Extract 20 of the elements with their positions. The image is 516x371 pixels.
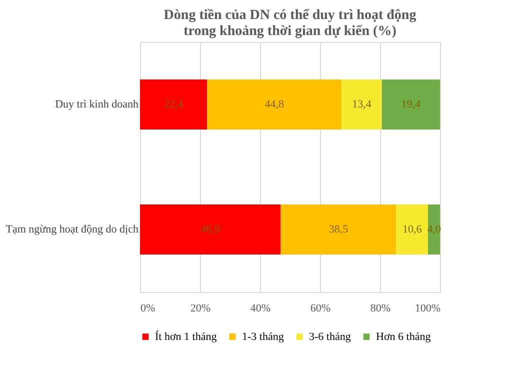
data-label: 44,8 <box>264 98 285 110</box>
x-tick-label: 0% <box>140 302 156 314</box>
data-label: 38,5 <box>328 224 349 236</box>
x-tick-label: 20% <box>190 302 211 314</box>
data-label: 13,4 <box>352 98 372 110</box>
legend-label: Hơn 6 tháng <box>376 330 432 343</box>
data-label: 22,4 <box>164 98 184 110</box>
x-tick-label: 40% <box>250 302 271 314</box>
legend-label: 1-3 tháng <box>242 330 284 343</box>
data-label: 19,4 <box>401 98 422 110</box>
y-tick-label: Duy trì kinh doanh <box>55 98 139 110</box>
data-label: 10,6 <box>402 224 422 236</box>
data-label: 46,9 <box>200 224 220 236</box>
legend-label: 3-6 tháng <box>309 330 352 343</box>
x-tick-label: 100% <box>414 302 440 314</box>
legend-label: Ít hơn 1 tháng <box>155 330 218 343</box>
y-tick-label: Tạm ngừng hoạt động do dịch <box>6 224 139 236</box>
chart-title: Dòng tiền của DN có thể duy trì hoạt động trong khoảng thời gian dự kiến (%) <box>164 8 416 39</box>
x-tick-label: 60% <box>310 302 331 314</box>
x-tick-label: 80% <box>370 302 391 314</box>
